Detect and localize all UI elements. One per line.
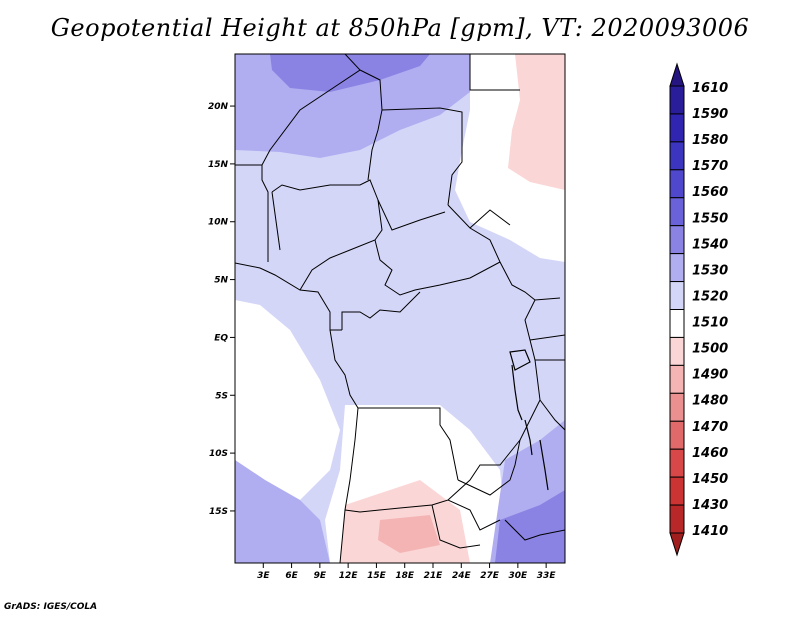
colorbar-segment xyxy=(669,476,685,506)
lon-tick-label: 30E xyxy=(509,571,529,581)
colorbar-segment xyxy=(669,504,685,534)
colorbar-segment xyxy=(669,336,685,366)
colorbar-segment xyxy=(669,169,685,199)
colorbar-label: 1580 xyxy=(692,133,728,148)
lat-tick-label: 10S xyxy=(209,449,228,459)
colorbar-segment xyxy=(669,85,685,115)
lon-tick-label: 33E xyxy=(537,571,557,581)
map-title: Geopotential Height at 850hPa [gpm], VT:… xyxy=(50,14,750,42)
colorbar-segment xyxy=(669,392,685,422)
colorbar-label: 1490 xyxy=(692,368,728,383)
lon-tick-label: 9E xyxy=(314,571,327,581)
colorbar-label: 1610 xyxy=(692,81,728,96)
colorbar-segment xyxy=(669,197,685,227)
country-borders xyxy=(235,54,565,563)
colorbar-label: 1530 xyxy=(692,263,728,278)
field-1530-band-southwest xyxy=(235,460,330,563)
colorbar-label: 1540 xyxy=(692,237,728,252)
colorbar-segment xyxy=(669,448,685,478)
colorbar-segment xyxy=(669,309,685,338)
field-1510-band-atlantic xyxy=(235,300,340,500)
lon-tick-label: 3E xyxy=(257,571,270,581)
colorbar-label: 1500 xyxy=(692,342,728,357)
lakes xyxy=(509,349,549,491)
colorbar-segment xyxy=(669,253,685,283)
lon-tick-label: 27E xyxy=(480,571,500,581)
colorbar-arrow-top xyxy=(669,62,685,87)
colorbar-label: 1410 xyxy=(692,524,728,539)
colorbar-label: 1570 xyxy=(692,159,728,174)
colorbar-label: 1560 xyxy=(692,185,728,200)
field-1490-band-south xyxy=(378,515,440,553)
lat-tick-label: 20N xyxy=(208,102,229,112)
colorbar-label: 1590 xyxy=(692,107,728,122)
colorbar: 1610 1590 1580 1570 1560 1550 1540 1530 1520 1510… xyxy=(669,62,728,557)
colorbar-segment xyxy=(669,225,685,255)
lat-tick-label: 10N xyxy=(208,218,229,228)
colorbar-label: 1480 xyxy=(692,394,728,409)
colorbar-segment xyxy=(669,141,685,171)
colorbar-label: 1550 xyxy=(692,211,728,226)
colorbar-label: 1460 xyxy=(692,446,728,461)
map-frame xyxy=(234,53,566,564)
colorbar-arrow-bottom xyxy=(669,532,685,557)
colorbar-label: 1450 xyxy=(692,472,728,487)
field-1500-band-northeast xyxy=(508,54,565,190)
lat-tick-label: EQ xyxy=(214,333,228,343)
colorbar-segment xyxy=(669,113,685,143)
colorbar-label: 1470 xyxy=(692,420,728,435)
lon-tick-label: 6E xyxy=(285,571,298,581)
lon-tick-label: 24E xyxy=(452,571,472,581)
colorbar-segment xyxy=(669,420,685,450)
colorbar-label: 1520 xyxy=(692,289,728,304)
grads-credit: GrADS: IGES/COLA xyxy=(4,602,98,612)
colorbar-segment xyxy=(669,364,685,394)
lon-tick-label: 15E xyxy=(367,571,387,581)
colorbar-label: 1430 xyxy=(692,498,728,513)
lat-tick-label: 5S xyxy=(215,391,228,401)
map-panel xyxy=(234,53,566,564)
colorbar-label: 1510 xyxy=(692,316,728,331)
lon-tick-label: 21E xyxy=(424,571,444,581)
colorbar-segment xyxy=(669,281,685,310)
lon-tick-label: 12E xyxy=(339,571,359,581)
field-1540-band-north xyxy=(270,54,430,92)
lon-tick-label: 18E xyxy=(395,571,415,581)
lat-tick-label: 15S xyxy=(209,507,228,517)
field-1540-band-southeast xyxy=(495,490,565,563)
lat-tick-label: 5N xyxy=(214,276,228,286)
map-axes: 20N 15N 10N 5N EQ 5S 10S 15S 3E 6E 9E 12E 15E 18E 21E 2… xyxy=(208,102,556,581)
lat-tick-label: 15N xyxy=(208,160,229,170)
